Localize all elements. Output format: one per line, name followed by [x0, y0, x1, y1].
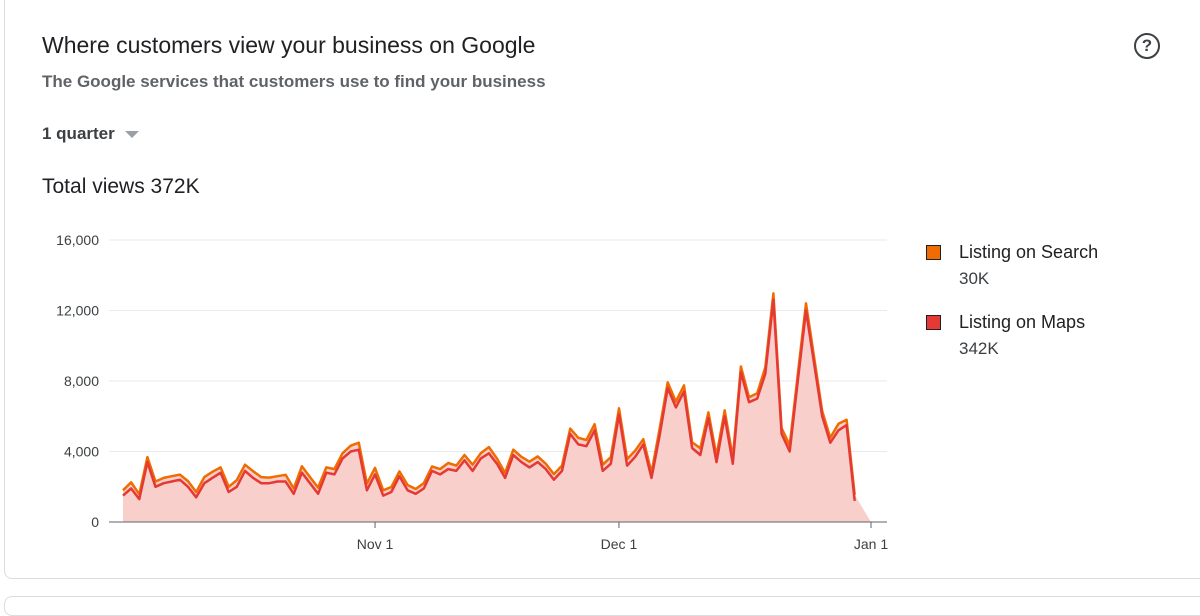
x-tick-label: Nov 1 — [357, 536, 394, 552]
card-title: Where customers view your business on Go… — [42, 32, 536, 58]
legend-swatch-maps — [926, 315, 941, 330]
legend-total-maps: 342K — [959, 339, 999, 358]
y-tick-label: 16,000 — [56, 232, 99, 248]
legend-label-search: Listing on Search — [959, 242, 1099, 262]
card-subtitle: The Google services that customers use t… — [42, 72, 546, 91]
x-tick-label: Jan 1 — [854, 536, 888, 552]
y-tick-label: 4,000 — [64, 444, 99, 460]
help-circle-icon[interactable]: ? — [1134, 33, 1160, 59]
caret-down-icon — [124, 130, 139, 138]
total-views: Total views 372K — [42, 175, 200, 198]
y-tick-label: 12,000 — [56, 303, 99, 319]
area-fill — [123, 293, 871, 522]
legend-total-search: 30K — [959, 269, 990, 288]
views-by-service-card: Where customers view your business on Go… — [4, 0, 1200, 579]
period-selected-value: 1 quarter — [42, 124, 115, 143]
period-dropdown[interactable]: 1 quarter — [42, 122, 139, 146]
legend-swatch-search — [926, 245, 941, 260]
x-tick-label: Dec 1 — [601, 536, 638, 552]
y-tick-label: 0 — [91, 514, 99, 530]
series-line-maps — [122, 298, 856, 502]
next-card — [4, 596, 1200, 616]
legend-label-maps: Listing on Maps — [959, 312, 1086, 332]
y-tick-label: 8,000 — [64, 373, 99, 389]
views-chart: 0 4,000 8,000 12,000 16,000 Nov 1 Dec 1 Jan 1 — [56, 232, 888, 552]
